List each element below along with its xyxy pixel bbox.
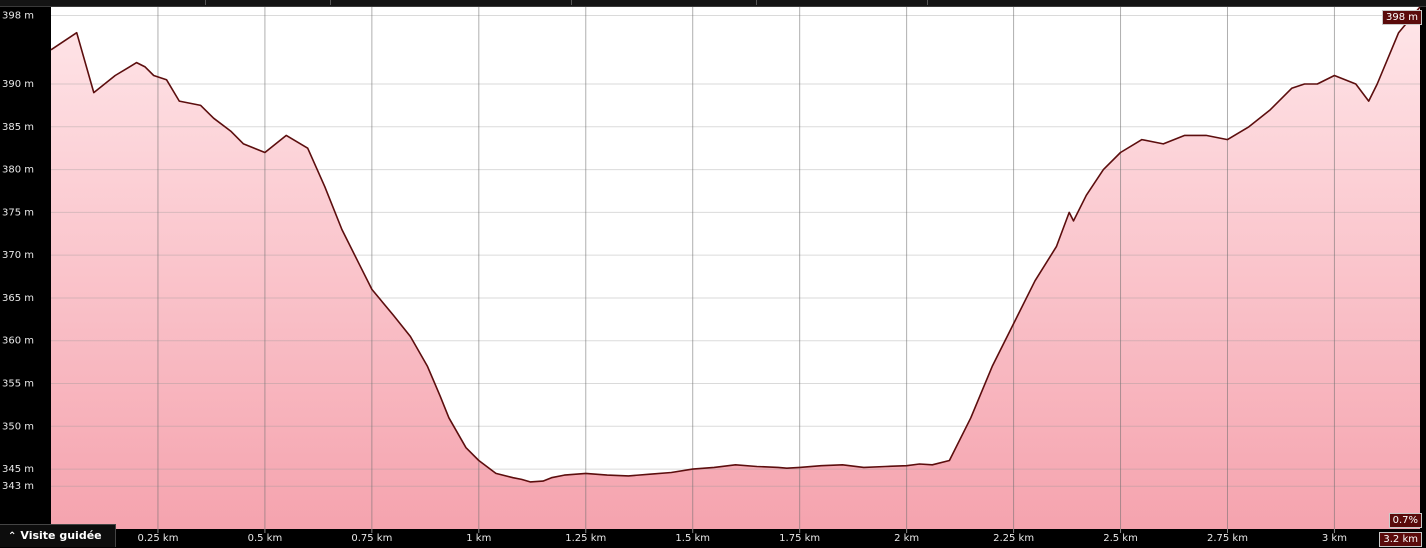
x-tick-label: 0.25 km <box>137 533 178 544</box>
y-tick-label: 355 m <box>2 379 34 390</box>
y-tick-label: 390 m <box>2 79 34 90</box>
y-tick-label: 380 m <box>2 165 34 176</box>
toolbar-segment <box>757 0 928 5</box>
total-distance-badge: 3.2 km <box>1379 532 1422 547</box>
y-tick-label: 375 m <box>2 207 34 218</box>
toolbar-segment <box>331 0 572 5</box>
x-tick-label: 1.5 km <box>675 533 710 544</box>
x-tick-label: 0.5 km <box>248 533 283 544</box>
toolbar-segment <box>0 0 206 5</box>
toolbar-segment <box>572 0 757 5</box>
x-tick-label: 2.75 km <box>1207 533 1248 544</box>
y-tick-label: 343 m <box>2 481 34 492</box>
y-tick-label: 370 m <box>2 250 34 261</box>
x-tick-label: 1.75 km <box>779 533 820 544</box>
elevation-area-fill <box>51 7 1420 529</box>
y-tick-label: 398 m <box>2 11 34 22</box>
y-tick-label: 365 m <box>2 293 34 304</box>
top-toolbar-strip <box>0 0 1426 7</box>
x-tick-label: 2.25 km <box>993 533 1034 544</box>
toolbar-segment <box>206 0 331 5</box>
x-tick-label: 2 km <box>894 533 919 544</box>
max-elevation-badge: 398 m <box>1381 10 1422 25</box>
double-chevron-up-icon: ⌃ <box>8 531 17 542</box>
guided-tour-label: Visite guidée <box>20 529 102 542</box>
guided-tour-button[interactable]: ⌃ Visite guidée <box>0 524 116 547</box>
y-tick-label: 345 m <box>2 464 34 475</box>
y-tick-label: 350 m <box>2 421 34 432</box>
y-tick-label: 385 m <box>2 122 34 133</box>
x-tick-label: 3 km <box>1322 533 1347 544</box>
y-tick-label: 360 m <box>2 336 34 347</box>
x-tick-label: 2.5 km <box>1103 533 1138 544</box>
grade-badge: 0.7% <box>1388 513 1422 528</box>
elevation-line <box>50 6 1421 483</box>
x-tick-label: 0.75 km <box>351 533 392 544</box>
x-tick-label: 1 km <box>466 533 491 544</box>
x-tick-label: 1.25 km <box>565 533 606 544</box>
